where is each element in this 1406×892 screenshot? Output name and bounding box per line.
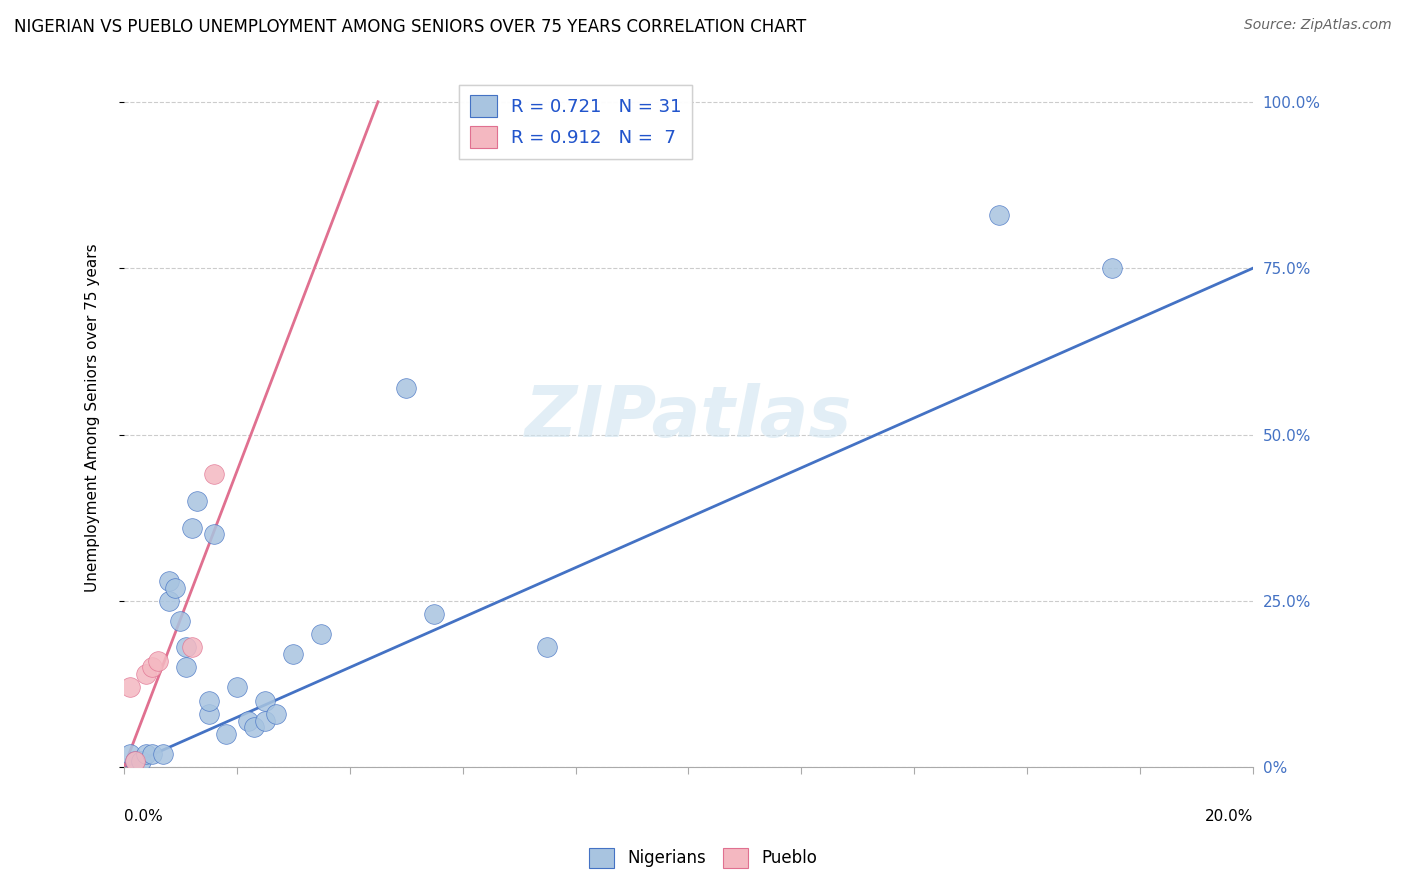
Point <box>146 654 169 668</box>
Point <box>141 747 163 761</box>
Point <box>152 747 174 761</box>
Text: Source: ZipAtlas.com: Source: ZipAtlas.com <box>1244 18 1392 32</box>
Point <box>242 720 264 734</box>
Text: 20.0%: 20.0% <box>1205 809 1253 824</box>
Text: ZIPatlas: ZIPatlas <box>524 384 852 452</box>
Point <box>186 494 208 508</box>
Point <box>202 527 225 541</box>
Point <box>157 574 180 588</box>
Point <box>135 667 157 681</box>
Point <box>141 660 163 674</box>
Legend: Nigerians, Pueblo: Nigerians, Pueblo <box>582 841 824 875</box>
Point <box>214 727 236 741</box>
Point <box>174 660 197 674</box>
Text: NIGERIAN VS PUEBLO UNEMPLOYMENT AMONG SENIORS OVER 75 YEARS CORRELATION CHART: NIGERIAN VS PUEBLO UNEMPLOYMENT AMONG SE… <box>14 18 806 36</box>
Point <box>254 714 277 728</box>
Point <box>169 614 191 628</box>
Point <box>236 714 259 728</box>
Point <box>283 647 305 661</box>
Point <box>197 694 219 708</box>
Point <box>197 706 219 721</box>
Point <box>118 747 141 761</box>
Point <box>174 640 197 655</box>
Point <box>311 627 333 641</box>
Point <box>129 754 152 768</box>
Point <box>124 754 146 768</box>
Point <box>1101 261 1123 276</box>
Point <box>423 607 446 622</box>
Point <box>163 581 186 595</box>
Y-axis label: Unemployment Among Seniors over 75 years: Unemployment Among Seniors over 75 years <box>86 244 100 592</box>
Point <box>157 594 180 608</box>
Point <box>124 754 146 768</box>
Point <box>118 681 141 695</box>
Point <box>202 467 225 482</box>
Text: 0.0%: 0.0% <box>124 809 163 824</box>
Point <box>395 381 418 395</box>
Point <box>266 706 288 721</box>
Point <box>987 208 1010 222</box>
Point <box>254 694 277 708</box>
Point <box>180 521 202 535</box>
Point <box>225 681 247 695</box>
Point <box>135 747 157 761</box>
Point <box>536 640 558 655</box>
Point <box>180 640 202 655</box>
Legend: R = 0.721   N = 31, R = 0.912   N =  7: R = 0.721 N = 31, R = 0.912 N = 7 <box>458 85 692 160</box>
